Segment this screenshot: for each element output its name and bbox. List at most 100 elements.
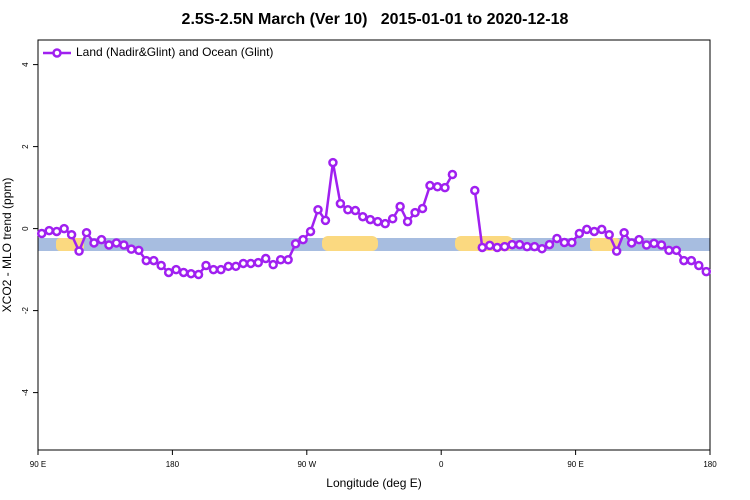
x-tick-label: 90 W — [297, 460, 316, 469]
y-tick-label: 2 — [21, 144, 30, 149]
data-point — [171, 264, 181, 275]
legend-marker — [52, 48, 62, 58]
data-point — [559, 237, 570, 248]
data-point — [134, 245, 144, 256]
data-point — [701, 266, 712, 277]
data-point — [193, 269, 204, 280]
data-point — [596, 224, 607, 235]
x-tick-label: 0 — [439, 460, 444, 469]
x-tick-label: 90 E — [30, 460, 46, 469]
data-point — [567, 237, 577, 248]
data-point — [148, 255, 159, 266]
data-point — [492, 242, 502, 253]
data-point — [186, 268, 196, 279]
data-point — [275, 255, 286, 265]
y-tick-label: 0 — [21, 226, 30, 231]
data-point — [671, 245, 682, 256]
x-tick-label: 180 — [166, 460, 180, 469]
data-point — [260, 253, 271, 264]
data-point — [328, 157, 338, 168]
data-point — [664, 245, 674, 256]
data-point — [522, 241, 532, 252]
data-point — [679, 255, 689, 266]
data-point — [208, 264, 219, 275]
data-point — [499, 241, 510, 252]
data-point — [552, 233, 562, 244]
data-point — [305, 226, 316, 237]
data-point — [544, 239, 555, 250]
x-tick-label: 180 — [703, 460, 717, 469]
data-point — [89, 238, 99, 248]
data-point — [387, 214, 398, 224]
data-point — [313, 204, 323, 215]
data-point — [694, 260, 704, 271]
data-point — [74, 246, 84, 256]
data-point — [96, 234, 107, 245]
data-point — [290, 239, 301, 249]
data-point — [51, 226, 62, 237]
data-point — [507, 239, 517, 250]
data-point — [619, 227, 629, 238]
data-point — [343, 204, 353, 215]
x-axis-label: Longitude (deg E) — [326, 476, 421, 490]
data-point — [238, 258, 249, 269]
data-point — [634, 234, 644, 245]
data-point — [686, 255, 697, 266]
data-point — [417, 203, 428, 214]
data-point — [231, 261, 241, 272]
data-point — [283, 255, 293, 265]
data-point — [350, 205, 361, 216]
y-tick-label: 4 — [21, 62, 30, 67]
data-point — [163, 267, 174, 278]
data-point — [574, 228, 585, 239]
data-point — [641, 240, 652, 250]
data-point — [380, 218, 390, 229]
y-tick-label: -4 — [21, 388, 30, 396]
data-point — [358, 211, 368, 222]
data-point — [425, 180, 435, 191]
data-point — [59, 223, 69, 234]
data-point — [223, 261, 234, 272]
data-point — [440, 182, 450, 193]
data-point — [410, 207, 420, 218]
land — [322, 236, 378, 251]
data-point — [649, 238, 659, 249]
data-point — [141, 255, 152, 266]
data-point — [104, 240, 114, 250]
y-axis-label: XCO2 - MLO trend (ppm) — [0, 178, 14, 313]
data-point — [268, 259, 278, 270]
data-point — [111, 238, 122, 248]
data-point — [246, 258, 256, 269]
data-point — [582, 224, 592, 235]
data-point — [66, 230, 77, 240]
legend-label: Land (Nadir&Glint) and Ocean (Glint) — [76, 45, 273, 59]
data-point — [447, 169, 458, 180]
data-point — [626, 238, 637, 248]
data-point — [589, 226, 600, 237]
data-point — [611, 246, 622, 256]
data-point — [156, 260, 166, 271]
chart-title: 2.5S-2.5N March (Ver 10) 2015-01-01 to 2… — [182, 11, 569, 28]
data-point — [470, 185, 480, 196]
data-point — [477, 242, 488, 253]
data-point — [529, 241, 540, 252]
data-point — [126, 244, 137, 254]
data-point — [178, 267, 189, 278]
data-point — [395, 201, 405, 212]
data-point — [216, 264, 226, 275]
data-point — [253, 257, 264, 268]
x-tick-label: 90 E — [567, 460, 583, 469]
data-point — [365, 214, 376, 225]
data-point — [320, 215, 331, 226]
data-point — [484, 240, 495, 251]
data-point — [514, 239, 525, 250]
data-point — [298, 234, 308, 245]
data-point — [402, 216, 413, 227]
data-point — [432, 182, 443, 192]
data-point — [372, 216, 383, 227]
data-point — [44, 225, 54, 236]
data-point — [335, 198, 346, 209]
data-point — [604, 230, 614, 240]
data-point — [201, 260, 211, 271]
